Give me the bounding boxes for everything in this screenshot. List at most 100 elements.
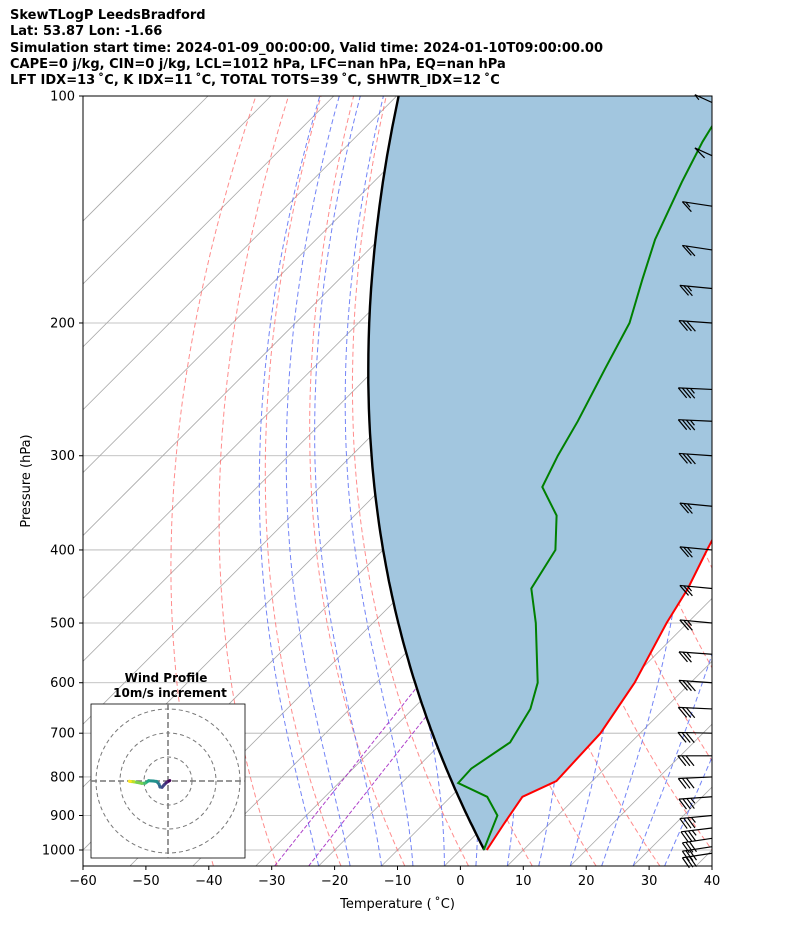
dry-adiabat <box>309 96 406 866</box>
x-tick-label: −60 <box>69 874 96 889</box>
barb-flag <box>679 546 689 558</box>
barb-half-flag <box>690 817 696 823</box>
barb-flag <box>687 830 697 842</box>
wind-barb <box>677 387 713 399</box>
barb-staff <box>678 796 713 800</box>
parcel-profile-line <box>367 96 486 851</box>
barb-staff <box>678 387 713 391</box>
moist-adiabat <box>344 96 414 866</box>
barb-flag <box>688 841 697 853</box>
barb-staff <box>678 419 713 422</box>
y-tick-label: 700 <box>50 727 75 742</box>
profile-lines <box>367 96 712 851</box>
wind-barb <box>677 776 713 789</box>
y-tick-label: 800 <box>50 770 75 785</box>
moist-adiabat <box>258 96 321 866</box>
dry-adiabat <box>711 96 712 103</box>
index-line: LFT IDX=13 ˚C, K IDX=11 ˚C, TOTAL TOTS=3… <box>10 73 500 89</box>
barb-half-flag <box>686 652 692 658</box>
wind-barb <box>679 502 713 514</box>
moist-adiabat <box>285 96 351 866</box>
barb-flag <box>680 831 689 843</box>
barb-flag <box>677 706 688 718</box>
moist-adiabat <box>314 96 382 866</box>
isotherm-line <box>83 96 335 348</box>
wind-barb <box>681 837 713 854</box>
barb-staff <box>678 776 713 780</box>
barb-flag <box>686 680 696 692</box>
isotherm-line <box>569 723 712 866</box>
dry-adiabat <box>264 96 342 866</box>
barb-staff <box>682 244 713 251</box>
barb-flag <box>681 857 690 869</box>
cape-line: CAPE=0 j/kg, CIN=0 j/kg, LCL=1012 hPa, L… <box>10 56 506 72</box>
y-tick-label: 100 <box>50 90 75 105</box>
barb-staff <box>682 852 713 859</box>
barb-staff <box>679 502 713 507</box>
chart-title: SkewTLogP LeedsBradford <box>10 8 206 23</box>
wind-barb <box>678 679 713 692</box>
hodograph-plot <box>91 704 245 858</box>
moist-adiabat <box>632 652 712 866</box>
barb-flag <box>678 320 688 332</box>
barb-flag <box>681 777 691 789</box>
barb-flag <box>685 419 696 431</box>
wind-barb <box>681 201 713 213</box>
barb-flag <box>683 503 693 514</box>
barb-half-flag <box>685 201 691 208</box>
moist-adiabat <box>664 756 712 866</box>
dry-adiabat <box>170 96 257 866</box>
barb-flag <box>688 849 697 861</box>
barb-flag <box>682 453 692 465</box>
y-tick-label: 900 <box>50 809 75 824</box>
barb-staff <box>679 546 713 551</box>
x-tick-label: −30 <box>258 874 285 889</box>
wind-barb <box>681 244 713 257</box>
barb-flag <box>681 842 690 854</box>
barb-half-flag <box>689 419 695 426</box>
dry-adiabat <box>777 96 794 866</box>
barb-half-flag <box>687 503 693 510</box>
barb-flag <box>694 147 706 159</box>
barb-flag <box>684 830 693 842</box>
wind-barb <box>677 731 713 743</box>
barb-flag <box>677 419 688 431</box>
barb-half-flag <box>694 94 700 101</box>
x-tick-label: 20 <box>578 874 595 889</box>
y-tick-label: 400 <box>50 543 75 558</box>
barb-flag <box>679 285 689 296</box>
barb-flag <box>682 798 691 810</box>
barb-half-flag <box>687 585 693 592</box>
x-tick-label: 10 <box>515 874 532 889</box>
y-tick-label: 500 <box>50 617 75 632</box>
wind-barb <box>679 619 713 631</box>
y-tick-label: 200 <box>50 316 75 331</box>
wind-barb <box>680 827 713 843</box>
barb-flag <box>681 755 691 767</box>
barb-flag <box>679 585 689 596</box>
barb-flag <box>681 732 691 743</box>
barb-staff <box>679 619 713 624</box>
x-tick-label: −20 <box>321 874 348 889</box>
location-line: Lat: 53.87 Lon: -1.66 <box>10 24 163 40</box>
barb-flag <box>682 680 692 692</box>
barb-staff <box>694 147 713 157</box>
wind-barb <box>678 651 713 663</box>
wind-barb <box>678 320 713 332</box>
x-tick-label: 30 <box>641 874 658 889</box>
barb-flag <box>686 320 696 332</box>
y-tick-label: 600 <box>50 676 75 691</box>
barb-staff <box>678 706 713 710</box>
wind-barb <box>677 419 713 431</box>
y-tick-label: 1000 <box>42 844 75 859</box>
axes: −60 −50 −40 −30 −20 −10 0 10 20 30 40 1000 900 800 700… <box>19 90 720 913</box>
barb-flag <box>683 817 692 829</box>
barb-flag <box>678 798 687 810</box>
barb-staff <box>678 452 713 457</box>
barb-half-flag <box>691 830 697 836</box>
barb-flag <box>681 707 692 718</box>
barb-staff <box>678 320 713 324</box>
barb-flag <box>678 651 688 663</box>
barb-flag <box>685 755 695 767</box>
